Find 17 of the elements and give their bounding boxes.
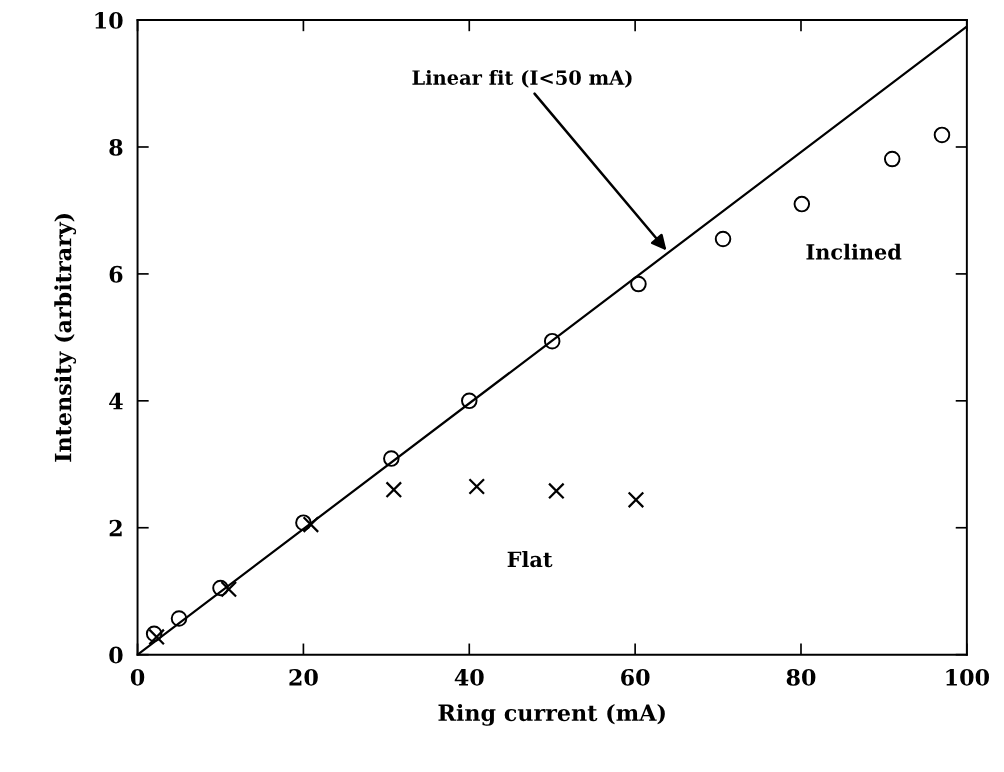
x-tick-label: 60 [621,668,650,686]
y-tick-label: 4 [109,392,123,410]
text: Flat [507,551,553,568]
y-tick-label: 6 [109,265,123,283]
x-tick-label: 100 [946,668,989,686]
y-tick-label: 2 [109,519,122,537]
y-tick-label: 8 [109,138,123,156]
x-axis-title: Ring current (mA) [438,703,665,726]
y-tick-label: 0 [109,646,123,664]
series-label: Inclined [806,243,902,260]
x-tick-label: 20 [289,668,318,686]
x-tick-label: 80 [786,668,816,686]
x-tick-label: 0 [130,668,145,686]
y-axis-title: Intensity (arbitrary) [54,213,77,462]
y-tick-label: 10 [95,12,123,29]
annotation: Linear fit (I<50 mA) [412,69,632,88]
x-tick-label: 40 [454,668,484,686]
